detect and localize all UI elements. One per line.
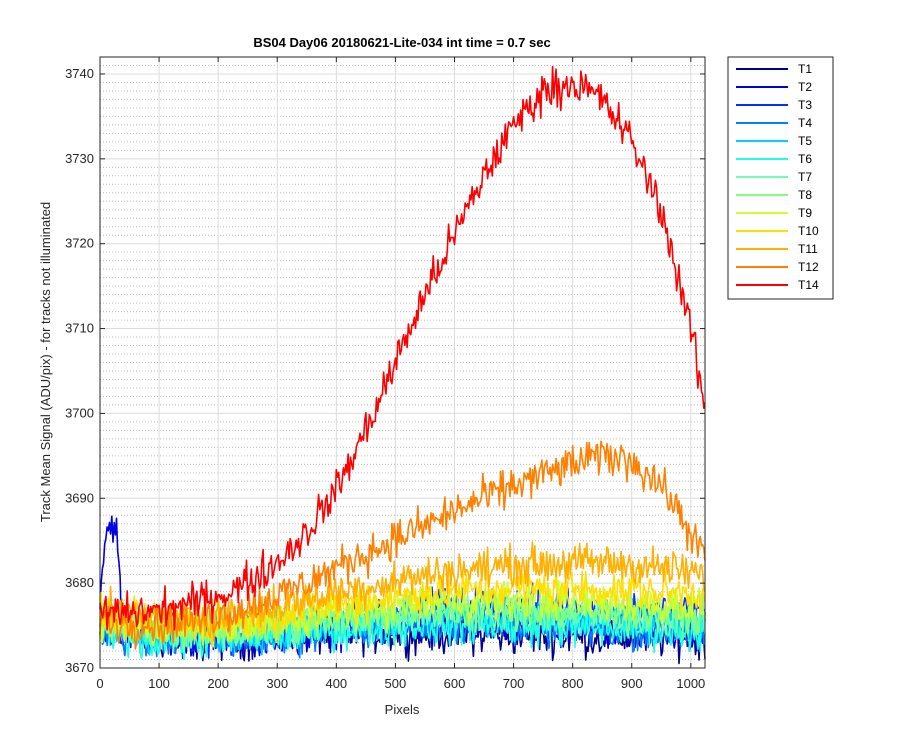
x-tick-label: 100	[148, 676, 170, 691]
x-tick-label: 700	[503, 676, 525, 691]
legend-label-t8: T8	[798, 188, 812, 202]
legend-label-t5: T5	[798, 134, 812, 148]
y-tick-label: 3670	[65, 660, 94, 675]
x-tick-label: 200	[207, 676, 229, 691]
legend-label-t12: T12	[798, 260, 819, 274]
x-tick-label: 900	[621, 676, 643, 691]
series-line-t12	[99, 440, 706, 650]
x-tick-label: 0	[96, 676, 103, 691]
series-group	[99, 65, 706, 665]
legend-label-t11: T11	[798, 242, 818, 256]
x-tick-label: 1000	[676, 676, 705, 691]
axes-box	[99, 56, 706, 669]
chart-title: BS04 Day06 20180621-Lite-034 int time = …	[253, 35, 550, 50]
x-tick-label: 500	[385, 676, 407, 691]
x-tick-label: 300	[266, 676, 288, 691]
y-tick-label: 3730	[65, 151, 94, 166]
legend-label-t6: T6	[798, 152, 812, 166]
y-tick-label: 3700	[65, 405, 94, 420]
legend: T1 T2 T3 T4 T5 T6 T7 T8 T9 T10 T11 T12 T14	[727, 56, 834, 300]
legend-label-t1: T1	[798, 62, 812, 76]
ticks: 0 100 200 300 400 500 600 700 800 900 1000 3670 3680…	[65, 57, 705, 691]
y-tick-label: 3680	[65, 575, 94, 590]
x-tick-label: 600	[444, 676, 466, 691]
series-line-t14	[99, 65, 706, 631]
y-tick-label: 3710	[65, 321, 94, 336]
legend-label-t7: T7	[798, 170, 812, 184]
legend-label-t9: T9	[798, 206, 812, 220]
legend-label-t4: T4	[798, 116, 812, 130]
legend-label-t14: T14	[798, 278, 819, 292]
legend-label-t10: T10	[798, 224, 819, 238]
y-tick-label: 3720	[65, 236, 94, 251]
y-axis-label: Track Mean Signal (ADU/pix) - for tracks…	[38, 202, 53, 522]
legend-label-t3: T3	[798, 98, 812, 112]
y-tick-label: 3740	[65, 66, 94, 81]
y-tick-label: 3690	[65, 490, 94, 505]
x-tick-label: 800	[562, 676, 584, 691]
legend-label-t2: T2	[798, 80, 812, 94]
x-tick-label: 400	[325, 676, 347, 691]
x-axis-label: Pixels	[385, 702, 420, 717]
